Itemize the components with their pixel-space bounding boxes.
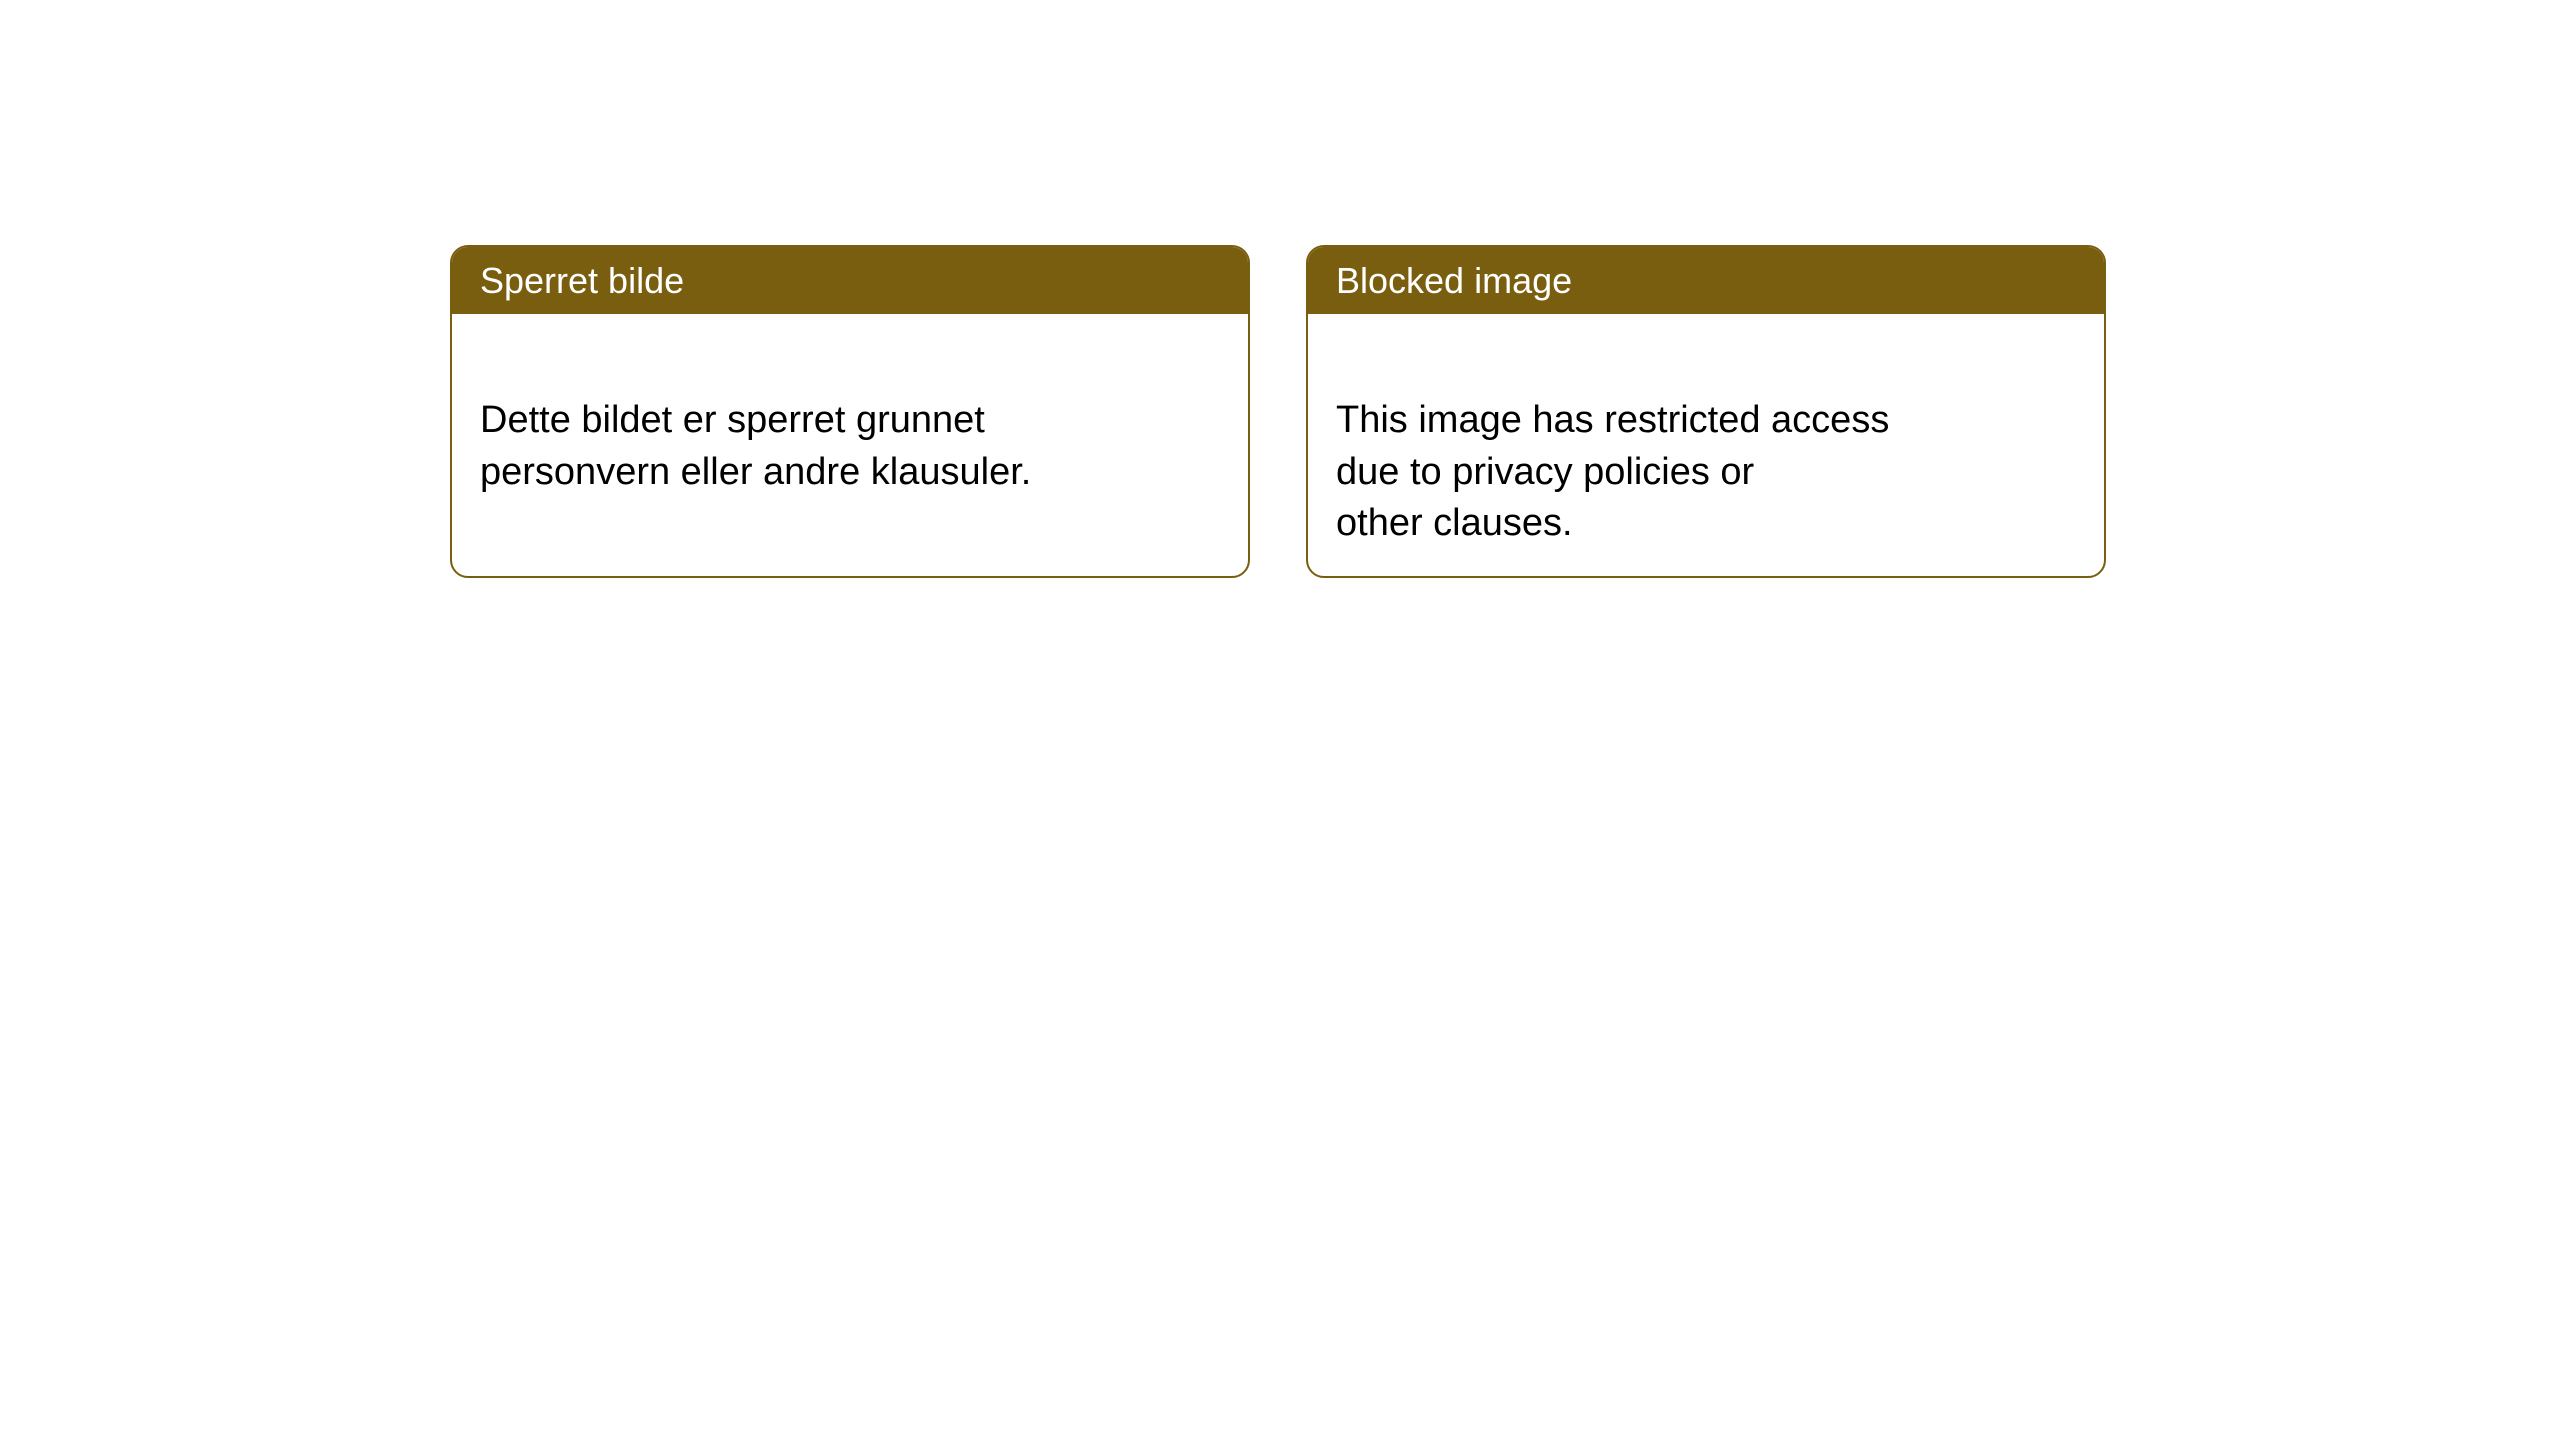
card-body: This image has restricted access due to … bbox=[1308, 314, 2104, 578]
card-norwegian: Sperret bilde Dette bildet er sperret gr… bbox=[450, 245, 1250, 578]
card-header: Blocked image bbox=[1308, 247, 2104, 314]
card-body-text: Dette bildet er sperret grunnet personve… bbox=[480, 399, 1031, 492]
card-body: Dette bildet er sperret grunnet personve… bbox=[452, 314, 1248, 528]
card-body-text: This image has restricted access due to … bbox=[1336, 399, 1889, 544]
card-header: Sperret bilde bbox=[452, 247, 1248, 314]
card-title: Blocked image bbox=[1336, 260, 1572, 301]
cards-container: Sperret bilde Dette bildet er sperret gr… bbox=[450, 245, 2106, 578]
card-title: Sperret bilde bbox=[480, 260, 684, 301]
card-english: Blocked image This image has restricted … bbox=[1306, 245, 2106, 578]
